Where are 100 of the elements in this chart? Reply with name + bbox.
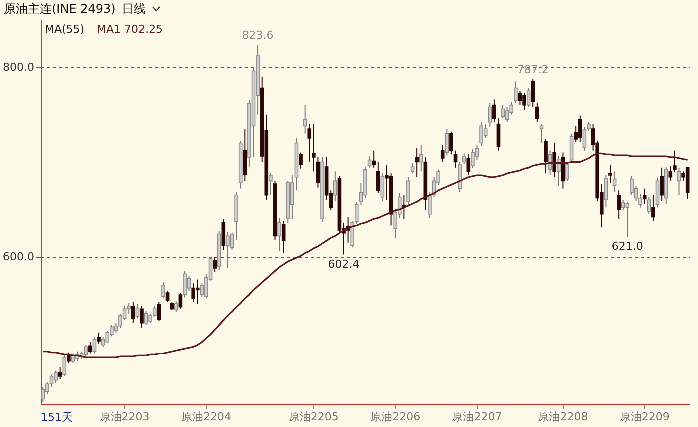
candlestick [501,104,505,120]
x-tick-label: 原油2203 [100,410,150,424]
candlestick [570,133,574,163]
candlestick [84,344,88,358]
candlestick [462,153,466,165]
candlestick [656,178,660,208]
candlestick [132,302,136,324]
candlestick [303,104,308,134]
candlestick [67,352,71,364]
candlestick [673,150,677,174]
candlestick [647,196,652,215]
candlestick [440,144,445,163]
candlestick [308,124,312,163]
candlestick [488,102,492,128]
candlestick [660,167,664,202]
candlestick [88,342,92,354]
candlestick [350,220,355,248]
candlestick [652,194,656,222]
candlestick [578,115,582,143]
candlestick [630,176,634,196]
candlestick [213,256,217,273]
candlestick [196,279,200,305]
candlestick [54,370,58,384]
candlestick [617,190,621,220]
candlestick [230,232,234,251]
x-tick-label: 原油2204 [181,410,232,424]
candlestick [668,166,673,182]
candlestick [419,144,424,172]
candlestick [178,292,183,310]
candlestick [454,150,458,168]
x-tick-label: 原油2209 [620,410,670,424]
candlestick [97,332,101,345]
candlestick [626,202,630,238]
candlestick [536,102,540,123]
candlestick [531,79,536,108]
candlestick [642,188,647,204]
candlestick [406,176,410,206]
candlestick [518,90,522,106]
candlestick [450,131,454,156]
candlestick [222,218,226,251]
candlestick [92,337,97,354]
candlestick [484,124,488,140]
candlestick [526,88,531,108]
candlestick [480,122,484,147]
candlestick [174,301,178,313]
x-tick-label: 原油2208 [538,410,588,424]
candlestick [299,152,303,170]
text: MA1 702.25 [97,23,163,36]
candlestick [612,171,617,194]
chart-title: 原油主连(INE 2493) [4,0,116,18]
candlestick [608,164,612,184]
annotation: 602.4 [328,258,360,271]
candlestick [514,81,518,104]
candlestick [471,148,475,168]
y-tick-label: 800.0 [3,60,34,74]
chart-subtitle: 日线 [122,0,146,18]
candlestick [505,106,510,123]
candlestick [162,282,166,300]
annotation: 787.2 [517,64,549,77]
candlestick [243,128,248,182]
candlestick [410,162,415,174]
candlestick [522,92,526,111]
candlestick [226,232,230,269]
candlestick [368,156,372,168]
candlestick [466,154,471,176]
candlestick [376,162,380,194]
candlestick [552,142,557,178]
candlestick [582,126,587,152]
candlestick [544,138,548,174]
candlestick [316,156,320,188]
x-tick-label: 原油2207 [452,410,502,424]
x-tick-label: 原油2205 [288,410,339,424]
candlestick [282,220,286,254]
x-tick-label: 原油2206 [370,410,421,424]
candlestick [118,313,122,329]
candlestick [604,174,608,208]
candlestick [41,386,46,403]
candlestick [269,173,273,196]
candlestick [136,304,140,320]
candlestick [106,330,110,344]
candlestick [458,162,462,194]
candlestick [557,156,561,186]
candlestick [183,270,187,298]
candlestick [166,290,170,304]
candlestick [540,124,544,144]
candlestick [140,306,144,329]
candlestick [372,150,376,168]
candlestick [445,128,450,156]
y-tick-label: 600.0 [3,250,34,264]
candlestick [380,173,385,202]
candlestick [187,276,192,292]
candlestick [157,302,162,322]
legend-title: MA(55) [45,23,85,36]
annotation: 621.0 [612,240,644,254]
candlestick [428,192,432,219]
candlestick [415,148,419,178]
candlestick [62,355,67,378]
candlestick [144,310,148,326]
candlestick [677,167,682,196]
annotation: 823.6 [242,29,274,42]
